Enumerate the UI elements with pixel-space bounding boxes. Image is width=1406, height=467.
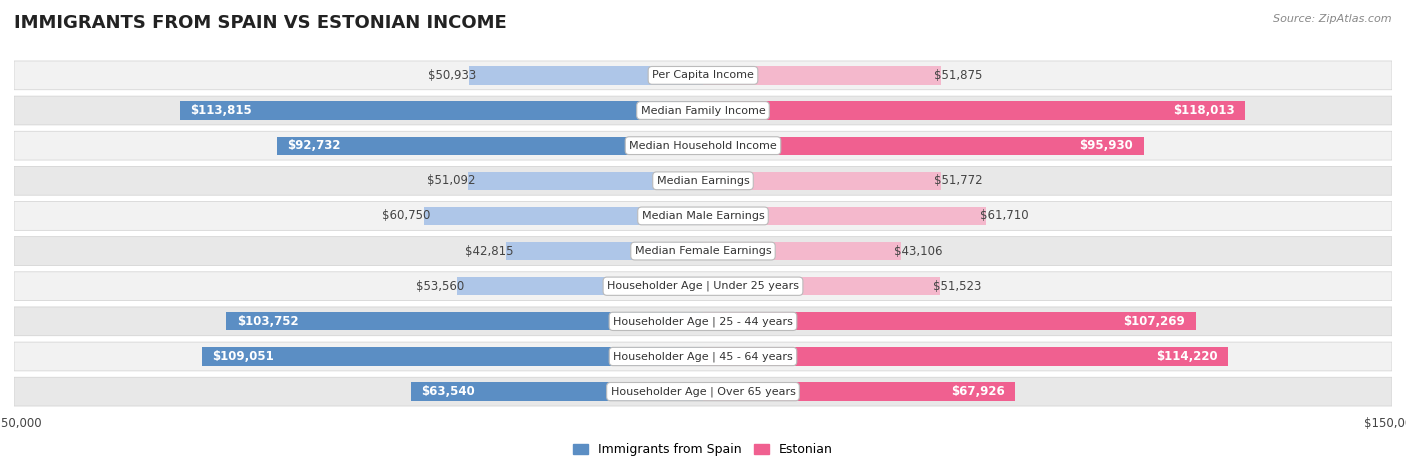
Text: $95,930: $95,930 [1080, 139, 1133, 152]
Text: $51,772: $51,772 [934, 174, 983, 187]
Text: Householder Age | Over 65 years: Householder Age | Over 65 years [610, 386, 796, 397]
Bar [703, 101, 1246, 120]
Text: Householder Age | 25 - 44 years: Householder Age | 25 - 44 years [613, 316, 793, 326]
Bar [277, 136, 703, 155]
Text: $51,875: $51,875 [935, 69, 983, 82]
Bar [457, 277, 703, 295]
Bar [703, 312, 1195, 331]
Text: Median Family Income: Median Family Income [641, 106, 765, 115]
Text: $67,926: $67,926 [950, 385, 1005, 398]
Text: $51,523: $51,523 [932, 280, 981, 293]
Bar [425, 207, 703, 225]
Bar [703, 66, 941, 85]
Bar [703, 207, 987, 225]
Bar [703, 172, 941, 190]
Bar [703, 382, 1015, 401]
Text: $43,106: $43,106 [894, 245, 942, 258]
FancyBboxPatch shape [14, 131, 1392, 160]
Text: $61,710: $61,710 [980, 209, 1028, 222]
Bar [703, 347, 1227, 366]
Text: $118,013: $118,013 [1173, 104, 1234, 117]
Text: $92,732: $92,732 [287, 139, 340, 152]
Text: Householder Age | 45 - 64 years: Householder Age | 45 - 64 years [613, 351, 793, 362]
FancyBboxPatch shape [14, 61, 1392, 90]
Text: Median Male Earnings: Median Male Earnings [641, 211, 765, 221]
Text: $53,560: $53,560 [416, 280, 464, 293]
Text: $114,220: $114,220 [1156, 350, 1218, 363]
Text: $107,269: $107,269 [1123, 315, 1185, 328]
Text: Source: ZipAtlas.com: Source: ZipAtlas.com [1274, 14, 1392, 24]
Text: $60,750: $60,750 [382, 209, 430, 222]
Text: $42,815: $42,815 [465, 245, 513, 258]
Text: Per Capita Income: Per Capita Income [652, 71, 754, 80]
Bar [202, 347, 703, 366]
Text: $103,752: $103,752 [236, 315, 298, 328]
Text: $63,540: $63,540 [422, 385, 475, 398]
Text: Householder Age | Under 25 years: Householder Age | Under 25 years [607, 281, 799, 291]
Legend: Immigrants from Spain, Estonian: Immigrants from Spain, Estonian [568, 439, 838, 461]
FancyBboxPatch shape [14, 237, 1392, 265]
Bar [703, 136, 1143, 155]
Text: Median Household Income: Median Household Income [628, 141, 778, 151]
Bar [703, 242, 901, 260]
FancyBboxPatch shape [14, 377, 1392, 406]
Text: $113,815: $113,815 [191, 104, 252, 117]
Bar [470, 66, 703, 85]
Bar [411, 382, 703, 401]
FancyBboxPatch shape [14, 272, 1392, 301]
Text: Median Female Earnings: Median Female Earnings [634, 246, 772, 256]
FancyBboxPatch shape [14, 96, 1392, 125]
FancyBboxPatch shape [14, 307, 1392, 336]
Text: Median Earnings: Median Earnings [657, 176, 749, 186]
Bar [180, 101, 703, 120]
Bar [468, 172, 703, 190]
Text: $109,051: $109,051 [212, 350, 274, 363]
FancyBboxPatch shape [14, 202, 1392, 230]
Bar [506, 242, 703, 260]
FancyBboxPatch shape [14, 166, 1392, 195]
Text: IMMIGRANTS FROM SPAIN VS ESTONIAN INCOME: IMMIGRANTS FROM SPAIN VS ESTONIAN INCOME [14, 14, 506, 32]
Bar [226, 312, 703, 331]
Text: $51,092: $51,092 [427, 174, 475, 187]
Bar [703, 277, 939, 295]
Text: $50,933: $50,933 [427, 69, 477, 82]
FancyBboxPatch shape [14, 342, 1392, 371]
